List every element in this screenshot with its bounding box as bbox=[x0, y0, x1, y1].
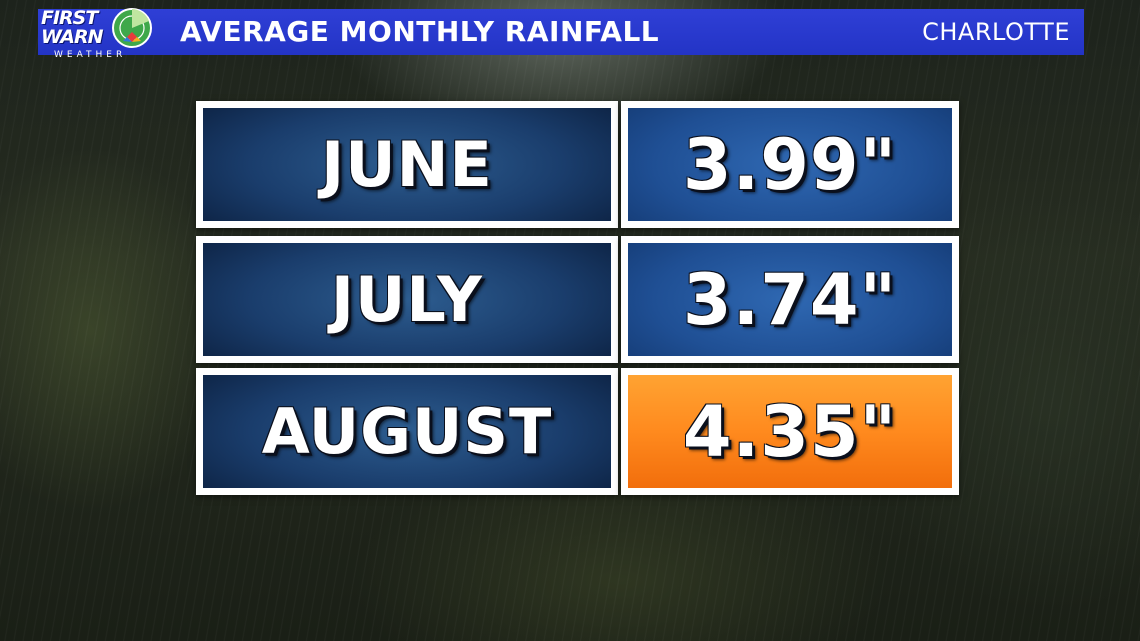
month-cell-august: AUGUST bbox=[196, 368, 618, 495]
rainfall-value: 3.99" bbox=[682, 123, 898, 206]
month-label: JUNE bbox=[321, 128, 493, 201]
value-cell-august: 4.35" bbox=[621, 368, 959, 495]
rainfall-value: 4.35" bbox=[682, 390, 898, 473]
radar-icon bbox=[112, 8, 152, 48]
first-warn-weather-logo: FIRST WARN WEATHER bbox=[38, 4, 156, 64]
value-cell-june: 3.99" bbox=[621, 101, 959, 228]
month-label: JULY bbox=[330, 263, 484, 336]
month-cell-july: JULY bbox=[196, 236, 618, 363]
logo-text-warn: WARN bbox=[41, 26, 104, 48]
logo-text-first: FIRST bbox=[41, 7, 98, 29]
page-title: AVERAGE MONTHLY RAINFALL bbox=[180, 15, 660, 48]
rainfall-value: 3.74" bbox=[682, 258, 898, 341]
logo-text-weather: WEATHER bbox=[54, 50, 127, 60]
header-bar bbox=[38, 9, 1084, 55]
location-label: CHARLOTTE bbox=[922, 18, 1070, 46]
month-label: AUGUST bbox=[261, 395, 553, 468]
month-cell-june: JUNE bbox=[196, 101, 618, 228]
value-cell-july: 3.74" bbox=[621, 236, 959, 363]
